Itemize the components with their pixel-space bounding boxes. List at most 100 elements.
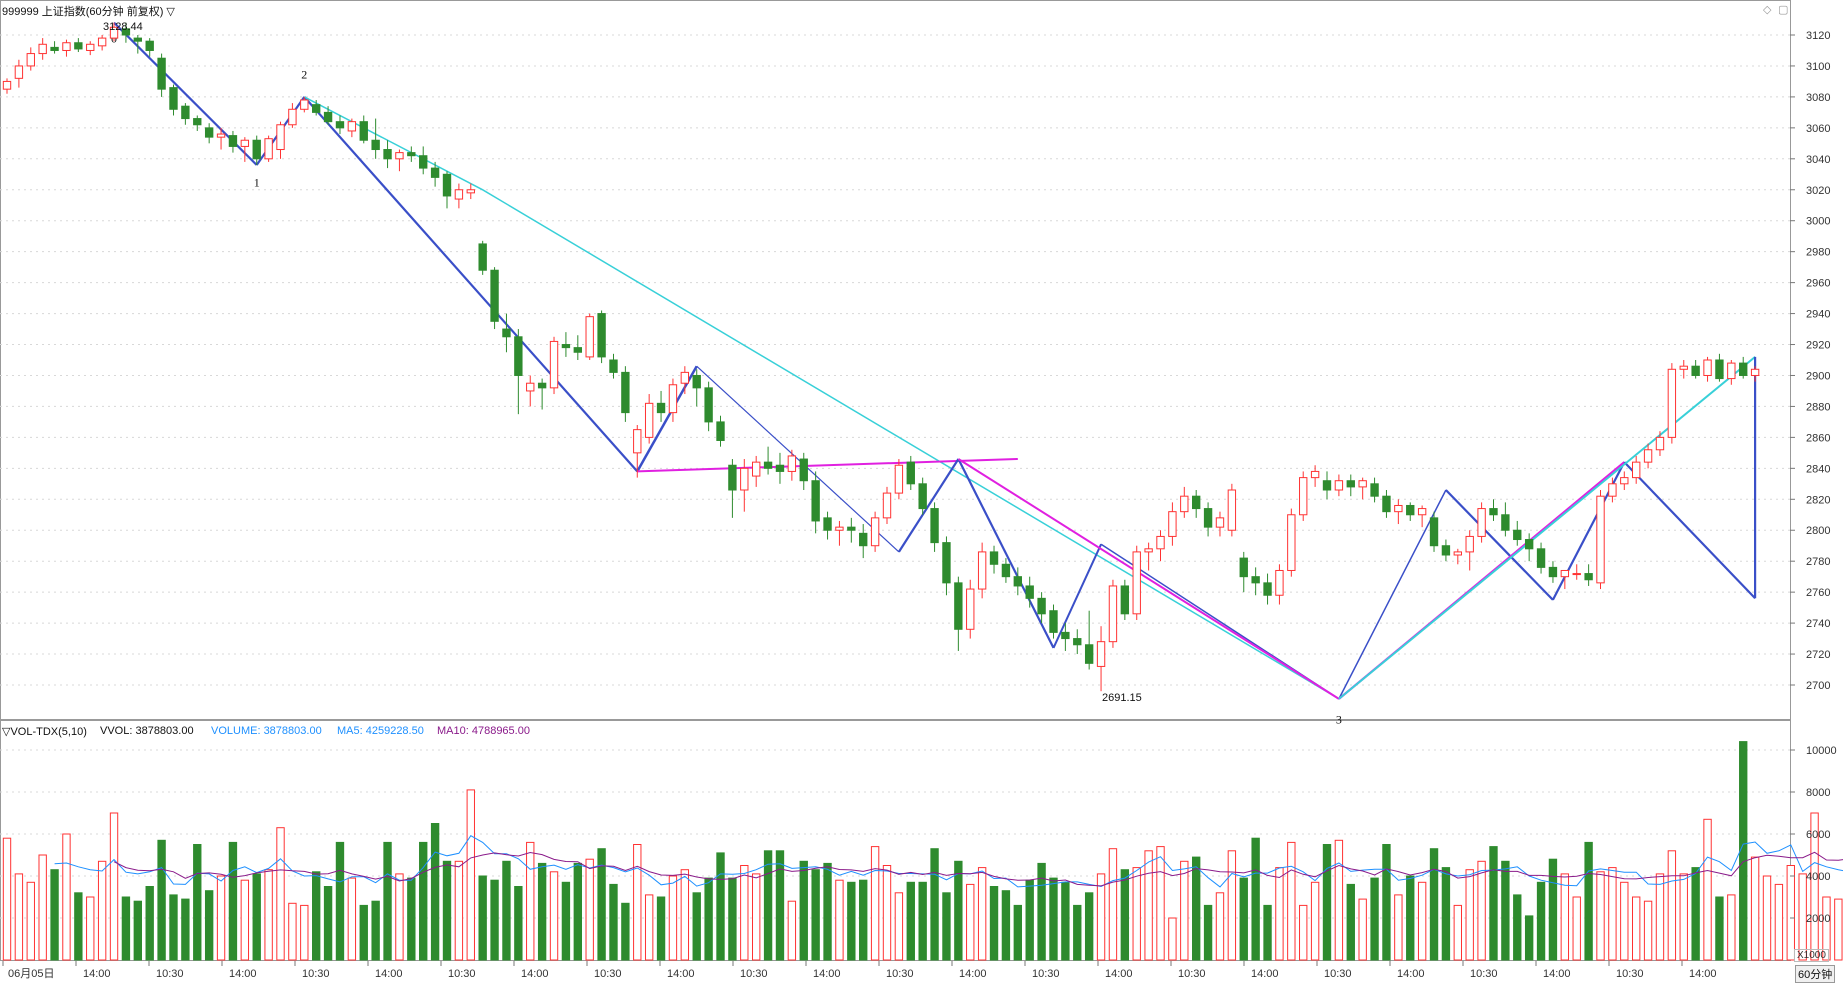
volume-bar bbox=[1572, 896, 1581, 961]
candle-body bbox=[1703, 359, 1712, 376]
ma5-line bbox=[54, 835, 1843, 888]
price-tick-label: 2820 bbox=[1806, 494, 1830, 506]
price-tick-label: 2980 bbox=[1806, 247, 1830, 259]
candle-body bbox=[323, 111, 333, 123]
volume-bar bbox=[942, 892, 951, 961]
volume-bar bbox=[728, 877, 737, 961]
price-tick-label: 3120 bbox=[1806, 30, 1830, 42]
candle-body bbox=[1524, 539, 1534, 550]
candle-body bbox=[204, 127, 214, 138]
volume-bar bbox=[1608, 867, 1617, 961]
period-button[interactable]: 60分钟 bbox=[1795, 965, 1836, 983]
price-tick-label: 2960 bbox=[1806, 278, 1830, 290]
volume-bar bbox=[1750, 856, 1760, 961]
volume-bar bbox=[1346, 883, 1355, 961]
candle-body bbox=[276, 124, 285, 151]
volume-bar bbox=[1560, 873, 1570, 961]
candle-body bbox=[38, 43, 47, 55]
maximize-icon[interactable]: ▢ bbox=[1778, 4, 1789, 16]
candle-body bbox=[1025, 585, 1034, 599]
candle-body bbox=[1203, 508, 1213, 528]
volume-bar bbox=[823, 862, 832, 961]
volume-bar bbox=[1287, 841, 1296, 961]
candle-body bbox=[1608, 483, 1617, 497]
candle-body bbox=[656, 402, 666, 414]
candle-body bbox=[609, 359, 618, 373]
volume-tick-label: 10000 bbox=[1806, 745, 1837, 757]
candle-body bbox=[835, 526, 844, 531]
candle-body bbox=[312, 104, 321, 113]
volume-bar bbox=[537, 862, 547, 961]
time-tick-label: 14:00 bbox=[521, 968, 549, 980]
volume-bar bbox=[371, 900, 380, 961]
candles bbox=[2, 22, 1760, 692]
volume-bar bbox=[228, 841, 238, 961]
volume-bar bbox=[597, 848, 606, 961]
candle-body bbox=[466, 189, 475, 194]
time-tick-label: 10:30 bbox=[1470, 968, 1498, 980]
time-tick-label: 14:00 bbox=[83, 968, 111, 980]
candle-body bbox=[74, 42, 83, 50]
candle-body bbox=[740, 467, 749, 491]
candle-body bbox=[1632, 461, 1641, 479]
candle-body bbox=[2, 80, 12, 90]
candle-body bbox=[1084, 644, 1094, 664]
volume-bar bbox=[419, 841, 428, 961]
volume-bar bbox=[1620, 881, 1629, 961]
candle-body bbox=[680, 371, 690, 384]
volume-bar bbox=[716, 852, 725, 961]
candle-body bbox=[1156, 535, 1165, 550]
volume-bar bbox=[1655, 873, 1665, 961]
volume-bar bbox=[252, 873, 261, 961]
volume-bar bbox=[752, 873, 761, 961]
volume-bar bbox=[1275, 867, 1284, 961]
low-annotation: 2691.15 bbox=[1102, 692, 1142, 704]
candle-body bbox=[407, 152, 416, 157]
volume-bar bbox=[894, 892, 904, 961]
volume-bars bbox=[2, 741, 1843, 961]
candle-body bbox=[1346, 480, 1355, 488]
volume-bar bbox=[1774, 883, 1784, 961]
candle-body bbox=[811, 480, 820, 522]
volume-bar bbox=[1762, 875, 1772, 961]
volume-bar bbox=[1310, 881, 1320, 961]
candle-body bbox=[1572, 573, 1581, 576]
volume-bar bbox=[704, 877, 713, 961]
time-tick-label: 06月05日 bbox=[8, 968, 54, 980]
candle-body bbox=[859, 532, 868, 547]
candle-body bbox=[442, 173, 452, 197]
time-tick-label: 10:30 bbox=[1324, 968, 1352, 980]
price-tick-label: 3020 bbox=[1806, 185, 1830, 197]
volume-bar bbox=[347, 877, 357, 961]
candle-body bbox=[752, 461, 761, 477]
volume-bar bbox=[644, 894, 654, 961]
volume-bar bbox=[1643, 900, 1653, 961]
price-tick-label: 2740 bbox=[1806, 618, 1830, 630]
chart-title[interactable]: 999999 上证指数(60分钟 前复权) ▽ bbox=[2, 6, 175, 18]
volume-bar bbox=[157, 839, 166, 961]
volume-indicator-name[interactable]: ▽VOL-TDX(5,10) bbox=[2, 726, 87, 738]
volume-bar bbox=[2, 837, 12, 961]
candle-body bbox=[264, 138, 273, 160]
volume-bar bbox=[1334, 839, 1344, 961]
volume-bar bbox=[1548, 858, 1558, 961]
volume-tick-label: 8000 bbox=[1806, 787, 1830, 799]
wave-lines: 012330 bbox=[111, 21, 1757, 727]
candle-body bbox=[514, 336, 523, 376]
volume-bar bbox=[1251, 837, 1260, 961]
volume-bar bbox=[692, 892, 701, 961]
candle-body bbox=[1287, 514, 1296, 571]
volume-bar bbox=[1144, 850, 1153, 961]
volume-bar bbox=[1322, 844, 1332, 961]
volume-bar bbox=[181, 898, 190, 961]
candle-body bbox=[228, 135, 238, 147]
volume-bar bbox=[169, 894, 178, 961]
volume-bar bbox=[1096, 873, 1106, 961]
volume-bar bbox=[1132, 867, 1141, 961]
restore-icon[interactable]: ◇ bbox=[1763, 4, 1772, 16]
volume-bar bbox=[549, 871, 559, 961]
price-tick-label: 3080 bbox=[1806, 92, 1830, 104]
candle-body bbox=[1001, 563, 1011, 578]
candle-body bbox=[1120, 585, 1130, 615]
candle-body bbox=[490, 269, 499, 322]
